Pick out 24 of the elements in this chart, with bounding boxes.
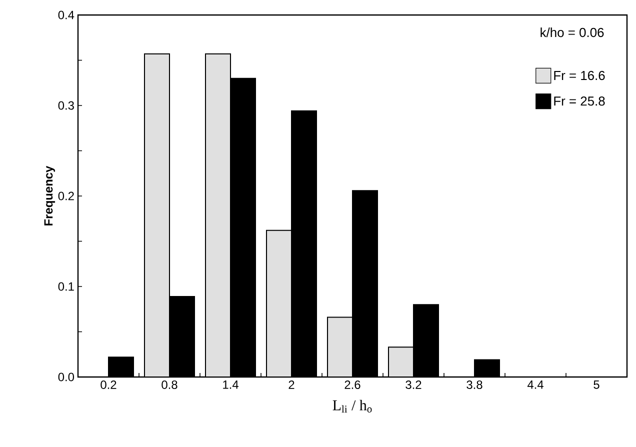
x-tick-label: 2 xyxy=(288,380,294,389)
x-tick-label: 2.6 xyxy=(344,380,360,389)
x-tick-label: 0.8 xyxy=(162,380,178,389)
x-tick-label: 3.8 xyxy=(466,380,482,389)
x-tick-label: 1.4 xyxy=(223,380,238,389)
annotation: k/ho = 0.06 xyxy=(540,28,604,38)
y-tick-label: 0.1 xyxy=(58,282,74,291)
bar xyxy=(266,230,292,377)
x-tick-label: 5 xyxy=(594,380,600,389)
legend-label: Fr = 16.6 xyxy=(554,70,605,80)
x-tick-label: 0.2 xyxy=(100,380,116,389)
y-tick-label: 0.4 xyxy=(58,10,74,20)
y-axis-title: Frequency xyxy=(44,166,56,226)
y-tick-label: 0.0 xyxy=(58,372,74,382)
bar xyxy=(206,54,230,377)
bar xyxy=(328,317,352,377)
x-tick-label: 3.2 xyxy=(406,380,422,389)
bar xyxy=(388,347,414,377)
legend-label: Fr = 25.8 xyxy=(554,96,605,106)
bar xyxy=(144,54,170,377)
x-axis-title: L$_{li}$ / h$_{o}$ xyxy=(332,400,372,413)
y-tick-label: 0.3 xyxy=(58,101,74,110)
y-tick-label: 0.2 xyxy=(58,192,74,200)
x-tick-label: 4.4 xyxy=(527,380,544,389)
